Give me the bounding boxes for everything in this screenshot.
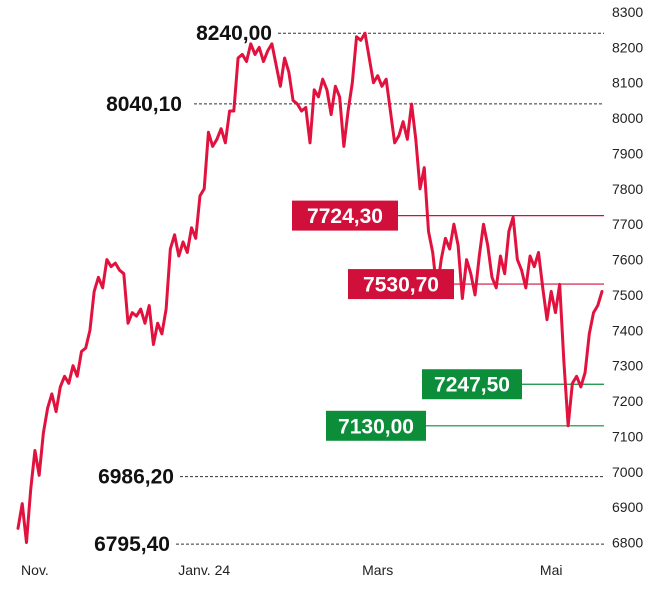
y-tick-label-8300: 8300 bbox=[612, 4, 643, 20]
reference-label-2: 7724,30 bbox=[307, 205, 383, 228]
reference-labels-layer: 8240,00 8040,10 7724,30 7530,70 7247,50 7130,… bbox=[94, 22, 522, 556]
y-tick-label-7000: 7000 bbox=[612, 464, 643, 480]
y-tick-label-6900: 6900 bbox=[612, 499, 643, 515]
reference-box-2 bbox=[292, 200, 398, 231]
y-tick-label-7700: 7700 bbox=[612, 216, 643, 232]
price-line bbox=[16, 31, 604, 544]
y-tick-label-6800: 6800 bbox=[612, 535, 643, 551]
y-tick-label-7900: 7900 bbox=[612, 145, 643, 161]
reference-label-1: 8040,10 bbox=[106, 93, 182, 116]
reference-box-5 bbox=[326, 410, 426, 441]
reference-box-3 bbox=[348, 269, 454, 300]
reference-label-3: 7530,70 bbox=[363, 274, 439, 297]
y-tick-label-8200: 8200 bbox=[612, 39, 643, 55]
reference-label-4: 7247,50 bbox=[434, 374, 510, 397]
x-axis: Nov.Janv. 24MarsMaiJuil. bbox=[21, 562, 563, 578]
x-tick-label-0: Nov. bbox=[21, 562, 49, 578]
x-tick-label-2: Mars bbox=[362, 562, 393, 578]
reference-label-0: 8240,00 bbox=[196, 22, 272, 45]
y-tick-label-7800: 7800 bbox=[612, 181, 643, 197]
y-tick-label-7400: 7400 bbox=[612, 322, 643, 338]
y-tick-label-8000: 8000 bbox=[612, 110, 643, 126]
y-tick-label-7300: 7300 bbox=[612, 358, 643, 374]
y-tick-label-7200: 7200 bbox=[612, 393, 643, 409]
price-line-layer bbox=[16, 31, 604, 544]
reference-label-6: 6986,20 bbox=[98, 466, 174, 489]
y-tick-label-7100: 7100 bbox=[612, 428, 643, 444]
reference-label-5: 7130,00 bbox=[338, 415, 414, 438]
x-tick-label-1: Janv. 24 bbox=[178, 562, 230, 578]
reference-label-7: 6795,40 bbox=[94, 533, 170, 556]
reference-lines-layer bbox=[176, 32, 604, 545]
y-tick-label-7600: 7600 bbox=[612, 252, 643, 268]
y-tick-label-7500: 7500 bbox=[612, 287, 643, 303]
y-axis: 6800 6900 7000 7100 7200 7300 7400 7500 7600 7700… bbox=[612, 4, 643, 551]
x-tick-label-3: Mai bbox=[540, 562, 563, 578]
reference-box-4 bbox=[422, 369, 522, 400]
y-tick-label-8100: 8100 bbox=[612, 75, 643, 91]
